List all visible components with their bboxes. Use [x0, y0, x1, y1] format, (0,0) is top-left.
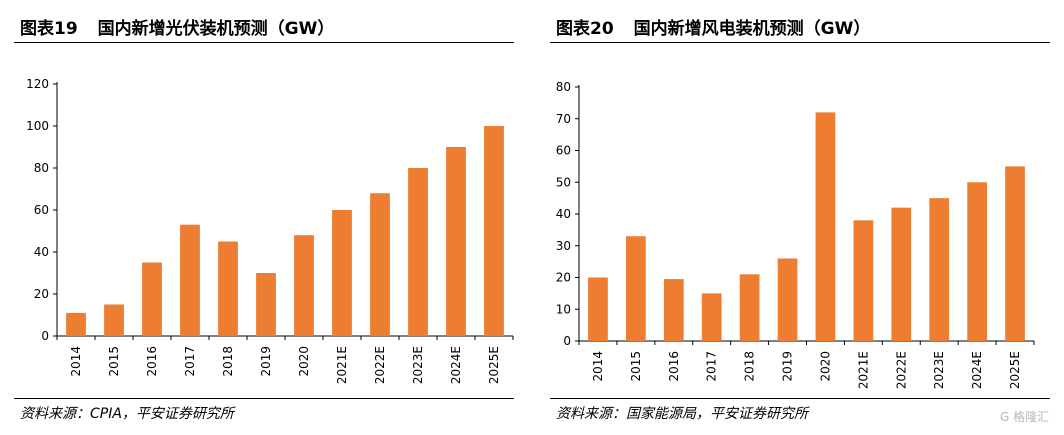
x-tick-label: 2023E: [411, 346, 425, 384]
solar-bar-chart: 0 20 40 60 80 100 120 2014 2015 2016 2017 2018 2019 2…: [26, 77, 514, 384]
x-tick-label: 2018: [221, 346, 235, 377]
figure-label: 图表20: [556, 19, 614, 39]
x-tick-label: 2025E: [1008, 351, 1022, 389]
bar-2018: [218, 241, 238, 336]
title-rule: [550, 42, 1050, 43]
chart-title: 图表20 国内新增风电装机预测（GW）: [556, 14, 870, 39]
x-tick-label: 2019: [259, 346, 273, 377]
chart-panel-wind: 图表20 国内新增风电装机预测（GW） 0 10 20 30 40 50 60 70 80 2014…: [536, 0, 1064, 435]
source-note: 资料来源：CPIA，平安证券研究所: [20, 406, 234, 422]
y-tick-label: 0: [563, 334, 571, 348]
bar-2024E: [967, 182, 987, 341]
x-tick-label: 2021E: [856, 351, 870, 389]
bar-2023E: [408, 168, 428, 336]
y-tick-label: 10: [556, 302, 571, 316]
y-tick-label: 120: [26, 77, 49, 91]
x-tick-label: 2025E: [487, 346, 501, 384]
bar-2017: [701, 293, 722, 341]
bar-2014: [588, 277, 608, 341]
x-tick-label: 2018: [743, 351, 757, 382]
x-tick-label: 2017: [705, 351, 719, 382]
bar-2015: [104, 304, 124, 336]
chart-panel-solar: 图表19 国内新增光伏装机预测（GW） 0 20 40 60 80 100 120 2014 20…: [0, 0, 528, 435]
bar-2022E: [891, 207, 912, 341]
y-tick-label: 20: [556, 271, 571, 285]
bar-2021E: [332, 210, 352, 336]
y-tick-label: 60: [556, 144, 571, 158]
y-tick-label: 40: [34, 245, 49, 259]
title-rule: [14, 42, 514, 43]
x-tick-label: 2020: [297, 346, 311, 377]
bar-2022E: [370, 193, 390, 336]
bar-2017: [180, 224, 200, 336]
bar-2025E: [1005, 166, 1025, 341]
bar-2020: [294, 235, 314, 336]
bar-2024E: [446, 147, 466, 336]
chart-title: 图表19 国内新增光伏装机预测（GW）: [20, 14, 334, 39]
x-tick-label: 2015: [107, 346, 121, 377]
figure-label: 图表19: [20, 19, 78, 39]
bar-2023E: [929, 198, 950, 341]
x-tick-label: 2014: [591, 351, 605, 382]
y-tick-label: 70: [556, 112, 571, 126]
x-tick-label: 2016: [667, 351, 681, 382]
x-tick-label: 2014: [69, 346, 83, 377]
y-tick-label: 80: [34, 161, 49, 175]
x-tick-label: 2017: [183, 346, 197, 377]
x-tick-label: 2024E: [970, 351, 984, 389]
bar-2021E: [853, 220, 874, 341]
x-tick-label: 2020: [818, 351, 832, 382]
y-tick-label: 60: [34, 203, 49, 217]
wind-bar-chart: 0 10 20 30 40 50 60 70 80 2014 2015 2016 2017 2018 201…: [556, 80, 1035, 389]
x-tick-label: 2015: [629, 351, 643, 382]
y-tick-label: 30: [556, 239, 571, 253]
source-note: 资料来源：国家能源局，平安证券研究所: [556, 406, 808, 422]
y-tick-label: 100: [26, 119, 49, 133]
bar-2014: [66, 312, 86, 336]
bar-2018: [739, 274, 760, 341]
bar-2020: [815, 112, 836, 342]
y-tick-label: 40: [556, 207, 571, 221]
y-tick-label: 50: [556, 175, 571, 189]
watermark-logo: G 格隆汇: [1000, 410, 1050, 424]
figure-title: 国内新增光伏装机预测（GW）: [97, 19, 335, 39]
bar-2016: [142, 262, 162, 336]
x-tick-label: 2021E: [335, 346, 349, 384]
x-tick-label: 2024E: [449, 346, 463, 384]
bar-2019: [256, 273, 276, 336]
x-tick-label: 2022E: [894, 351, 908, 389]
bar-2016: [663, 279, 684, 341]
y-tick-label: 20: [34, 287, 49, 301]
y-tick-label: 80: [556, 80, 571, 94]
bar-2019: [777, 258, 798, 341]
bar-2015: [626, 236, 646, 341]
y-tick-label: 0: [41, 329, 49, 343]
x-tick-label: 2022E: [373, 346, 387, 384]
x-tick-label: 2016: [145, 346, 159, 377]
bar-2025E: [484, 126, 504, 336]
figure-title: 国内新增风电装机预测（GW）: [633, 19, 871, 39]
x-tick-label: 2019: [781, 351, 795, 382]
x-tick-label: 2023E: [932, 351, 946, 389]
source-rule: [14, 398, 514, 399]
source-rule: [550, 398, 1050, 399]
